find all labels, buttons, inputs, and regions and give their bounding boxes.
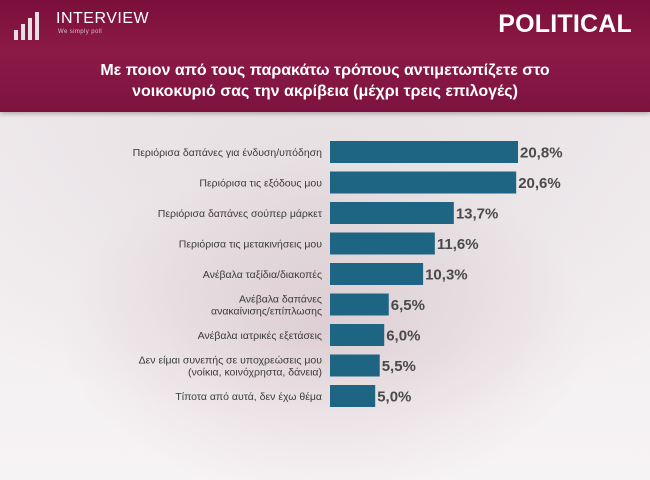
category-label-5: Ανέβαλα ταξίδια/διακοπές xyxy=(203,269,322,281)
value-label-1: 20,8% xyxy=(520,145,563,162)
bar-9 xyxy=(330,385,376,407)
category-label-4: Περιόρισα τις μετακινήσεις μου xyxy=(179,239,322,251)
chart-title-line-2: νοικοκυριό σας την ακρίβεια (μέχρι τρεις… xyxy=(132,83,518,100)
category-label-8: Δεν είμαι συνεπής σε υποχρεώσεις μου (νοί… xyxy=(139,355,323,379)
category-label-2: Περιόρισα τις εξόδους μου xyxy=(199,178,322,190)
value-label-4: 11,6% xyxy=(437,236,479,253)
category-label-7: Ανέβαλα ιατρικές εξετάσεις xyxy=(198,330,322,342)
bars-logo-icon xyxy=(14,10,50,40)
value-label-7: 6,0% xyxy=(386,328,420,345)
bar-1 xyxy=(330,141,518,163)
interview-logo: INTERVIEW We simply poll xyxy=(14,10,149,40)
value-label-5: 10,3% xyxy=(425,267,468,284)
bar-7 xyxy=(330,324,385,346)
value-label-3: 13,7% xyxy=(456,206,499,223)
value-label-9: 5,0% xyxy=(377,389,411,406)
logo-name: INTERVIEW xyxy=(56,10,150,27)
category-label-1: Περιόρισα δαπάνες για ένδυση/υπόδηση xyxy=(133,147,322,159)
chart-title-line-1: Με ποιον από τους παρακάτω τρόπους αντιμ… xyxy=(100,62,550,79)
brand-title: POLITICAL xyxy=(498,10,632,38)
bar-8 xyxy=(330,354,380,377)
value-label-8: 5,5% xyxy=(382,358,416,375)
category-label-9: Τίποτα από αυτά, δεν έχω θέμα xyxy=(175,391,322,403)
logo-tagline: We simply poll xyxy=(58,29,103,35)
header-banner: INTERVIEW We simply poll POLITICAL Με πο… xyxy=(0,0,650,112)
category-label-3: Περιόρισα δαπάνες σούπερ μάρκετ xyxy=(158,208,323,220)
value-label-6: 6,5% xyxy=(391,297,425,314)
value-label-2: 20,6% xyxy=(518,175,561,192)
chart-title: Με ποιον από τους παρακάτω τρόπους αντιμ… xyxy=(20,60,630,102)
bar-3 xyxy=(330,202,454,224)
bar-2 xyxy=(330,171,517,194)
bar-6 xyxy=(330,293,389,316)
category-label-6: Ανέβαλα δαπάνες ανακαίνισης/επίπλωσης xyxy=(211,294,322,318)
bar-4 xyxy=(330,232,435,255)
bar-5 xyxy=(330,263,424,285)
